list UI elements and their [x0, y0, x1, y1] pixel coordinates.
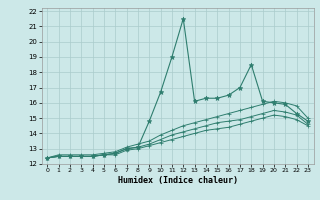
X-axis label: Humidex (Indice chaleur): Humidex (Indice chaleur)	[118, 176, 237, 185]
